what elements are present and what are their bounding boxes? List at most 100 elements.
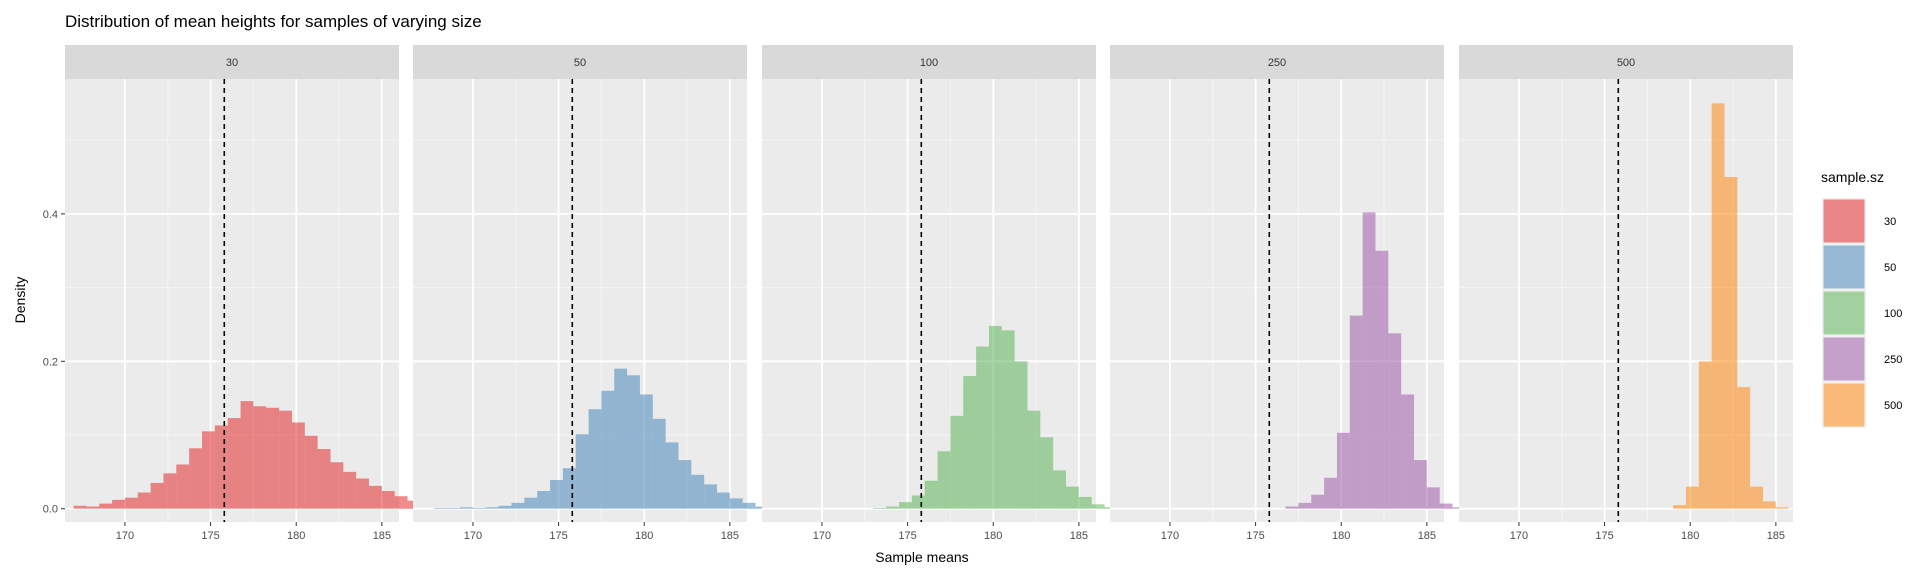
histogram-bar [1737,387,1751,509]
histogram-bar [150,482,164,509]
histogram-bar [1388,333,1402,509]
histogram-bar [460,507,473,509]
histogram-bar [73,505,87,509]
histogram-bar [112,499,125,509]
histogram-bar [214,425,228,509]
x-tick-label: 175 [898,530,916,542]
histogram-bar [266,407,280,509]
legend-key-swatch [1823,199,1865,243]
histogram-bar [742,502,756,509]
histogram-bar [304,435,318,509]
x-tick-label: 185 [373,530,391,542]
facet-strip [1459,45,1793,79]
facet-strip [413,45,747,79]
histogram-bar [601,390,615,509]
histogram-bar [678,460,692,509]
histogram-bar [1349,315,1363,509]
histogram-bar [189,448,203,509]
histogram-bar [176,464,190,509]
legend-key-swatch [1823,337,1865,381]
x-tick-label: 170 [116,530,134,542]
histogram-bar [950,415,964,509]
histogram-bar [537,491,551,509]
histogram-bar [99,503,113,509]
histogram-bar [1298,502,1312,509]
histogram-bar [614,368,628,509]
histogram-bar [652,418,666,509]
histogram-bar [639,394,653,509]
histogram-bar [627,375,640,509]
histogram-bar [330,462,344,509]
histogram-bar [873,507,887,509]
x-tick-label: 180 [635,530,653,542]
histogram-bar [976,346,989,509]
chart-title: Distribution of mean heights for samples… [65,12,482,31]
histogram-bar [1724,177,1738,509]
facet-panel-100: 100 170 175 180 185 [762,45,1118,542]
histogram-bar [472,507,486,509]
x-tick-label: 170 [1510,530,1528,542]
histogram-bar [1375,250,1389,509]
y-axis: 0.0 0.2 0.4 [43,209,65,516]
histogram-bar [1362,212,1376,509]
histogram-bar [291,422,305,509]
facet-panel-500: 500 170 175 180 185 [1459,45,1793,542]
histogram-bar [717,492,730,509]
facet-strip-label: 30 [226,57,238,69]
histogram-bar [524,497,538,509]
histogram-bar [1439,503,1453,509]
histogram-bar [394,496,408,509]
histogram-bar [1040,437,1054,509]
histogram-bar [163,473,177,509]
legend-item-500: 500 [1822,382,1902,428]
legend-item-250: 250 [1822,336,1902,382]
histogram-bar [447,507,461,509]
histogram-bar [899,502,912,509]
legend-item-100: 100 [1822,290,1902,336]
legend-label: 500 [1884,400,1902,412]
legend-key-swatch [1823,383,1865,427]
x-tick-label: 185 [721,530,739,542]
histogram-bar [356,478,370,509]
facet-panel-50: 50 170 175 180 185 [413,45,795,542]
legend-key-swatch [1823,245,1865,289]
x-tick-label: 180 [984,530,1002,542]
histogram-bar [343,471,357,509]
x-tick-label: 175 [549,530,567,542]
histogram-bar [1078,496,1092,509]
histogram-bar [1763,501,1776,509]
histogram-bar [1750,486,1764,509]
histogram-bar [485,507,499,509]
histogram-bar [369,485,382,509]
legend-label: 100 [1884,308,1902,320]
x-tick-label: 180 [287,530,305,542]
histogram-bar [1014,361,1028,509]
x-tick-label: 185 [1767,530,1785,542]
histogram-bar [511,502,525,509]
histogram-bar [1698,361,1712,509]
legend-label: 30 [1884,216,1896,228]
histogram-bar [1285,506,1299,509]
legend-title: sample.sz [1821,169,1884,185]
facet-panel-30: 30 170 175 180 185 [65,45,485,542]
histogram-bar [1336,432,1350,509]
histogram-bar [1711,103,1725,509]
histogram-bar [498,505,512,509]
legend-item-30: 30 [1822,198,1896,244]
x-tick-label: 180 [1681,530,1699,542]
histogram-bar [1673,505,1686,509]
histogram-bar [381,491,395,509]
histogram-bar [937,451,951,509]
x-axis-title: Sample means [875,549,968,565]
histogram-bar [279,410,292,509]
histogram-bar [1414,460,1427,509]
y-tick-label: 0.2 [43,356,58,368]
histogram-bar [665,442,679,509]
histogram-bar [924,480,938,509]
x-tick-label: 175 [1595,530,1613,542]
histogram-bar [704,484,718,509]
histogram-bar [1401,394,1415,509]
histogram-bar [1685,486,1699,509]
x-tick-label: 170 [813,530,831,542]
